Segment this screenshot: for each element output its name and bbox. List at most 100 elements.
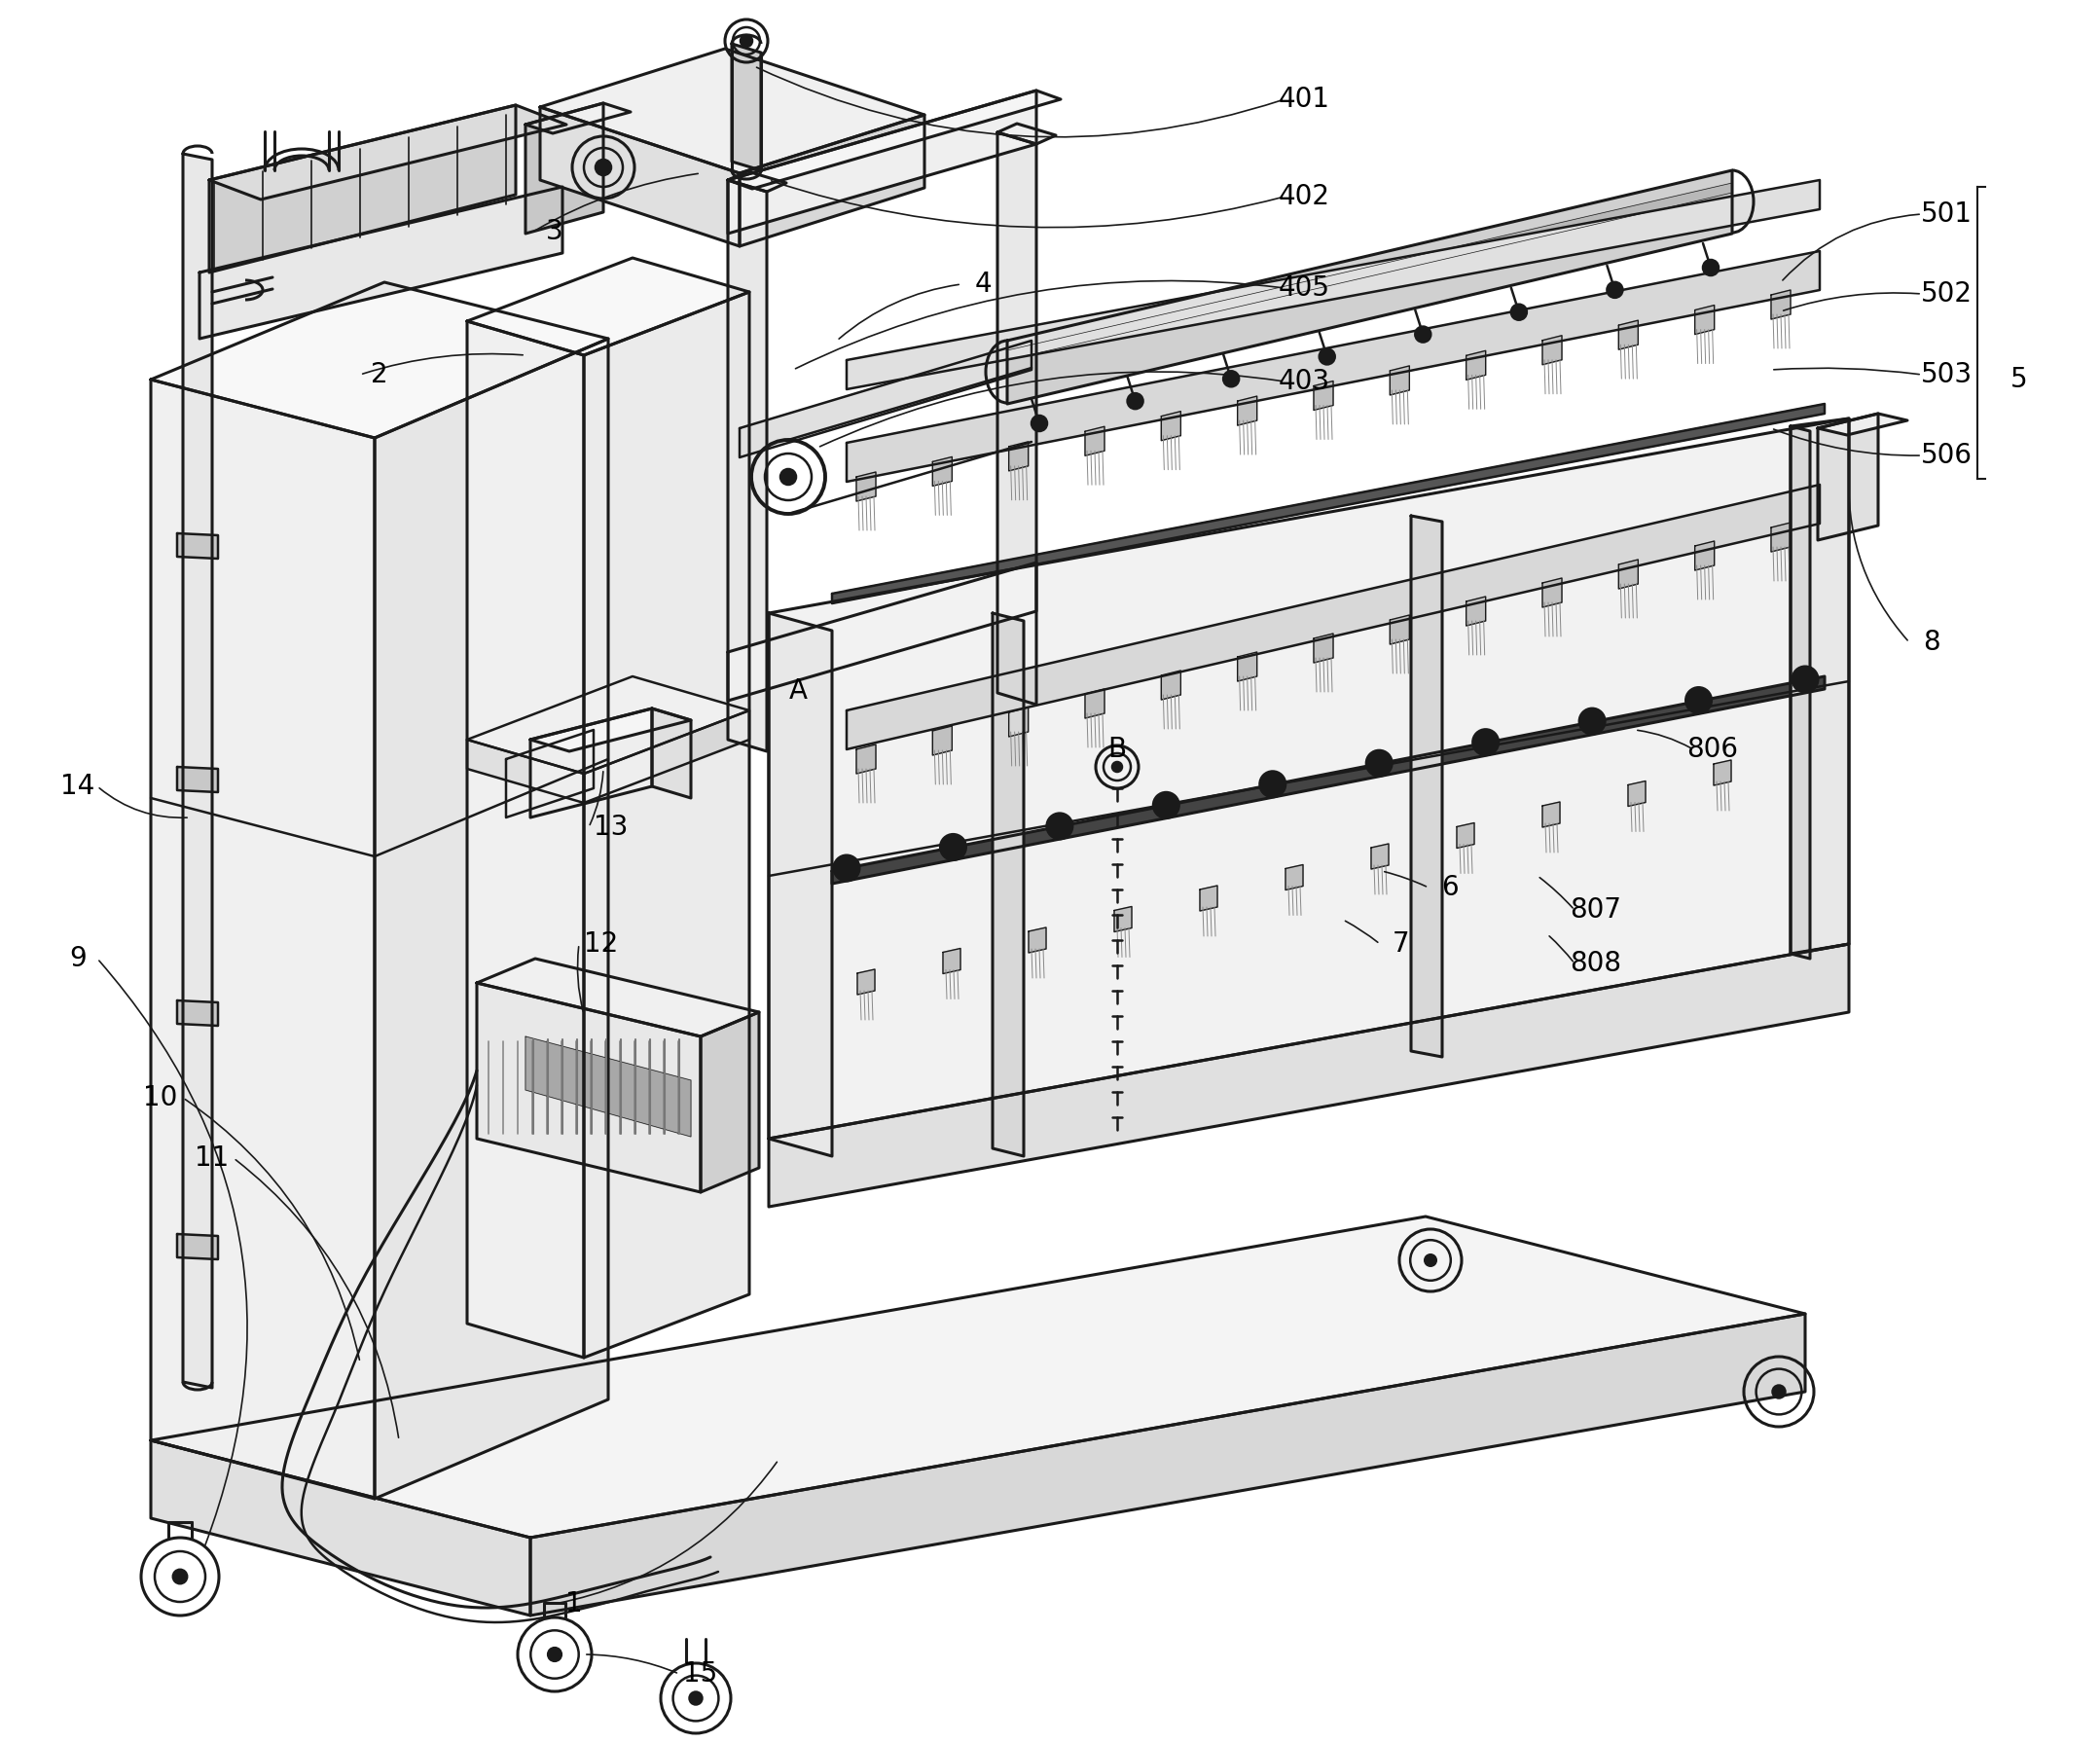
- Polygon shape: [1411, 516, 1443, 1056]
- Polygon shape: [1770, 523, 1791, 553]
- Circle shape: [1586, 715, 1598, 727]
- Text: 13: 13: [594, 814, 628, 840]
- Polygon shape: [466, 739, 584, 804]
- Polygon shape: [183, 153, 212, 1387]
- Polygon shape: [477, 959, 758, 1037]
- Text: 506: 506: [1922, 441, 1972, 469]
- Polygon shape: [846, 180, 1821, 389]
- Text: 502: 502: [1922, 281, 1972, 307]
- Circle shape: [1606, 282, 1623, 298]
- Polygon shape: [1237, 396, 1258, 425]
- Circle shape: [1128, 394, 1142, 410]
- Circle shape: [1579, 709, 1604, 734]
- Polygon shape: [1008, 183, 1732, 361]
- Polygon shape: [932, 727, 951, 755]
- Circle shape: [689, 1692, 701, 1705]
- Text: 503: 503: [1919, 361, 1972, 389]
- Circle shape: [1703, 260, 1718, 275]
- Polygon shape: [1541, 802, 1560, 828]
- Polygon shape: [176, 533, 218, 558]
- Polygon shape: [1008, 708, 1029, 737]
- Polygon shape: [1115, 906, 1132, 933]
- Circle shape: [1161, 800, 1172, 810]
- Circle shape: [1793, 666, 1819, 692]
- Text: 8: 8: [1924, 629, 1940, 655]
- Circle shape: [947, 842, 960, 852]
- Text: 14: 14: [61, 772, 94, 800]
- Circle shape: [941, 835, 966, 859]
- Text: 3: 3: [546, 218, 563, 246]
- Text: 403: 403: [1279, 368, 1329, 396]
- Polygon shape: [651, 708, 691, 798]
- Polygon shape: [374, 338, 609, 1499]
- Circle shape: [1512, 305, 1527, 321]
- Polygon shape: [1619, 560, 1638, 589]
- Polygon shape: [584, 293, 750, 1358]
- Polygon shape: [1819, 413, 1907, 436]
- Polygon shape: [1161, 671, 1180, 699]
- Text: 15: 15: [682, 1661, 718, 1687]
- Polygon shape: [531, 708, 651, 817]
- Polygon shape: [1315, 633, 1334, 662]
- Text: A: A: [790, 678, 806, 704]
- Polygon shape: [151, 282, 609, 437]
- Circle shape: [1266, 779, 1279, 790]
- Polygon shape: [210, 105, 567, 199]
- Circle shape: [1054, 821, 1065, 831]
- Circle shape: [1480, 736, 1491, 748]
- Polygon shape: [769, 945, 1848, 1206]
- Polygon shape: [1086, 688, 1105, 718]
- Polygon shape: [1390, 366, 1409, 396]
- Circle shape: [1367, 751, 1392, 776]
- Polygon shape: [176, 767, 218, 791]
- Circle shape: [840, 863, 853, 873]
- Polygon shape: [1457, 823, 1474, 849]
- Polygon shape: [176, 1000, 218, 1025]
- Polygon shape: [1619, 321, 1638, 350]
- Circle shape: [1260, 772, 1285, 797]
- Text: 5: 5: [2010, 366, 2029, 394]
- Text: 401: 401: [1279, 85, 1329, 113]
- Text: 807: 807: [1571, 896, 1621, 924]
- Circle shape: [1800, 673, 1810, 685]
- Polygon shape: [701, 1013, 758, 1192]
- Polygon shape: [1628, 781, 1646, 807]
- Polygon shape: [731, 44, 760, 171]
- Polygon shape: [1390, 615, 1409, 645]
- Circle shape: [1693, 694, 1705, 706]
- Polygon shape: [932, 457, 951, 486]
- Circle shape: [1319, 349, 1336, 364]
- Polygon shape: [151, 380, 374, 1499]
- Polygon shape: [540, 49, 924, 173]
- Polygon shape: [846, 251, 1821, 481]
- Polygon shape: [466, 676, 750, 774]
- Polygon shape: [151, 1440, 531, 1616]
- Polygon shape: [1008, 171, 1732, 404]
- Polygon shape: [739, 115, 924, 246]
- Polygon shape: [1695, 305, 1714, 335]
- Polygon shape: [832, 404, 1825, 603]
- Circle shape: [1686, 688, 1711, 713]
- Polygon shape: [200, 187, 563, 338]
- Polygon shape: [1541, 335, 1562, 364]
- Circle shape: [1031, 415, 1048, 431]
- Circle shape: [1048, 814, 1073, 838]
- Polygon shape: [729, 563, 1037, 701]
- Polygon shape: [1199, 885, 1218, 912]
- Text: 405: 405: [1279, 274, 1329, 302]
- Polygon shape: [1086, 427, 1105, 455]
- Polygon shape: [769, 418, 1848, 1138]
- Polygon shape: [1466, 350, 1485, 380]
- Polygon shape: [466, 321, 584, 1358]
- Circle shape: [1426, 1255, 1436, 1265]
- Polygon shape: [993, 614, 1023, 1156]
- Polygon shape: [769, 614, 832, 1156]
- Polygon shape: [1819, 413, 1877, 540]
- Polygon shape: [151, 1217, 1806, 1537]
- Polygon shape: [1714, 760, 1730, 786]
- Polygon shape: [1285, 865, 1302, 891]
- Text: 808: 808: [1571, 950, 1621, 978]
- Polygon shape: [1695, 540, 1714, 570]
- Polygon shape: [176, 1234, 218, 1260]
- Circle shape: [834, 856, 859, 880]
